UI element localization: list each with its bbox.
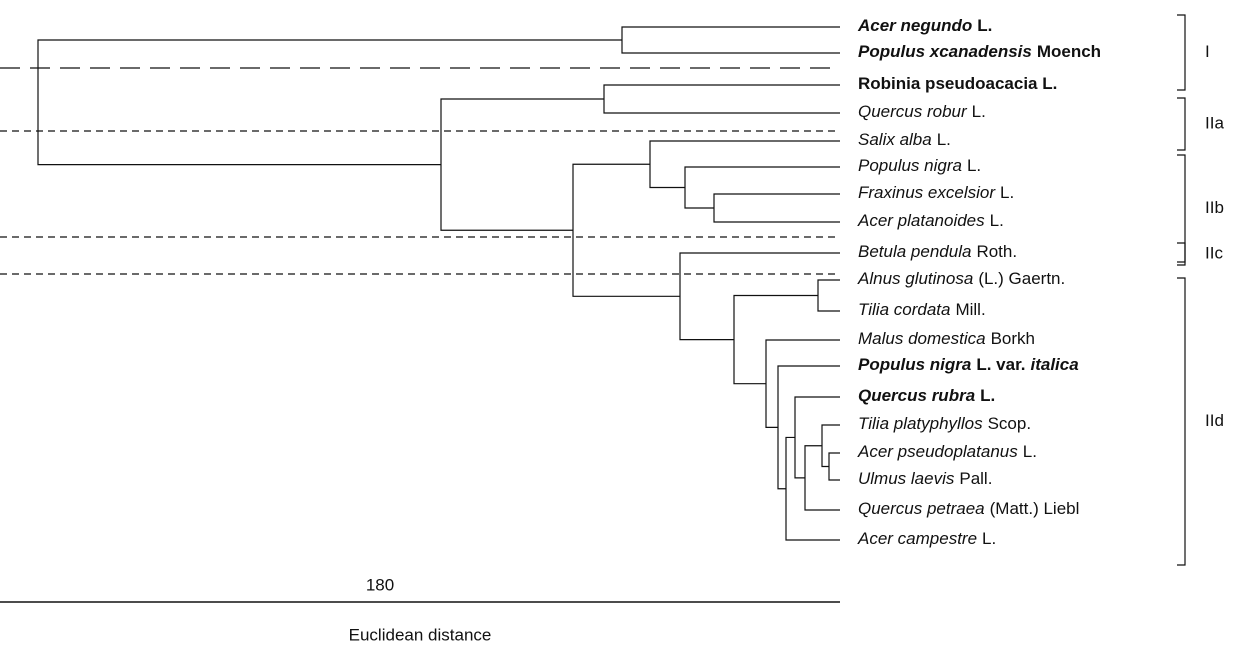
label-part: Robinia pseudoacacia L. — [858, 74, 1057, 93]
group-label: IIa — [1205, 113, 1224, 132]
branch — [765, 339, 840, 428]
branch — [828, 452, 840, 481]
label-part: Acer pseudoplatanus — [857, 442, 1018, 461]
label-part: L. — [990, 211, 1004, 230]
leaf-label: Robinia pseudoacacia L. — [858, 74, 1057, 93]
scale-axis-label: Euclidean distance — [349, 625, 492, 644]
label-part: L. — [1000, 183, 1014, 202]
label-part: Populus xcanadensis — [858, 42, 1032, 61]
leaf-label: Malus domestica Borkh — [858, 329, 1035, 348]
label-part: Acer campestre — [857, 529, 977, 548]
label-part: Mill. — [955, 300, 985, 319]
leaf-label: Acer platanoides L. — [857, 211, 1004, 230]
label-part: Scop. — [988, 414, 1031, 433]
label-part: Acer platanoides — [857, 211, 985, 230]
label-part: L. — [977, 16, 992, 35]
branch — [821, 424, 840, 468]
label-part: Populus nigra — [858, 156, 962, 175]
label-part: (Matt.) Liebl — [990, 499, 1080, 518]
label-part: L. — [937, 130, 951, 149]
group-label: IId — [1205, 411, 1224, 430]
branch — [572, 163, 680, 297]
label-part: L. — [1023, 442, 1037, 461]
branch — [777, 365, 840, 490]
label-part: L. — [967, 156, 981, 175]
leaf-label: Populus nigra L. — [858, 156, 981, 175]
label-part: L. — [982, 529, 996, 548]
leaf-label: Tilia cordata Mill. — [858, 300, 986, 319]
label-part: Moench — [1037, 42, 1101, 61]
branch — [817, 279, 840, 312]
branch — [713, 193, 840, 223]
label-part: Fraxinus excelsior — [858, 183, 996, 202]
tree — [37, 26, 840, 541]
leaf-label: Quercus petraea (Matt.) Liebl — [858, 499, 1079, 518]
bracket — [1177, 154, 1186, 263]
leaf-label: Acer campestre L. — [857, 529, 996, 548]
label-part: Ulmus laevis — [858, 469, 955, 488]
label-part: Roth. — [976, 242, 1017, 261]
label-part: Alnus glutinosa — [857, 269, 973, 288]
label-part: Quercus rubra — [858, 386, 975, 405]
scale-value: 180 — [366, 575, 394, 594]
bracket — [1177, 14, 1186, 91]
leaf-label: Acer pseudoplatanus L. — [857, 442, 1037, 461]
leaf-label: Salix alba L. — [858, 130, 951, 149]
label-part: Populus nigra — [858, 355, 971, 374]
label-part: Quercus petraea — [858, 499, 985, 518]
leaf-label: Quercus rubra L. — [858, 386, 995, 405]
label-part: italica — [1030, 355, 1078, 374]
leaf-label: Tilia platyphyllos Scop. — [858, 414, 1031, 433]
branch — [794, 396, 840, 479]
label-part: Malus domestica — [858, 329, 986, 348]
branch — [679, 252, 840, 341]
leaf-labels: Acer negundo L. Populus xcanadensis Moench R… — [857, 16, 1101, 548]
leaf-label: Populus nigra L. var. italica — [858, 355, 1079, 374]
label-part: Quercus robur — [858, 102, 968, 121]
label-part: Tilia cordata — [858, 300, 950, 319]
separators — [0, 67, 840, 275]
branch — [621, 26, 840, 54]
branch — [684, 166, 840, 209]
group-label: I — [1205, 42, 1210, 61]
leaf-label: Quercus robur L. — [858, 102, 986, 121]
branch — [603, 84, 840, 114]
label-part: Borkh — [991, 329, 1035, 348]
label-part: Salix alba — [858, 130, 932, 149]
leaf-label: Betula pendula Roth. — [858, 242, 1017, 261]
bracket — [1177, 277, 1186, 566]
label-part: (L.) Gaertn. — [978, 269, 1065, 288]
label-part: L. — [980, 386, 995, 405]
group-label: IIb — [1205, 198, 1224, 217]
label-part: Betula pendula — [858, 242, 971, 261]
label-part: Tilia platyphyllos — [858, 414, 983, 433]
group-brackets: I IIa IIb IIc IId — [1177, 14, 1224, 566]
bracket — [1177, 97, 1186, 151]
group-label: IIc — [1205, 243, 1223, 262]
label-part: Acer negundo — [857, 16, 972, 35]
branch — [649, 140, 840, 189]
leaf-label: Alnus glutinosa (L.) Gaertn. — [857, 269, 1065, 288]
bracket — [1177, 242, 1186, 266]
leaf-label: Acer negundo L. — [857, 16, 992, 35]
branch — [37, 39, 622, 166]
leaf-label: Ulmus laevis Pall. — [858, 469, 992, 488]
label-part: Pall. — [959, 469, 992, 488]
leaf-label: Populus xcanadensis Moench — [858, 42, 1101, 61]
label-part: L. — [972, 102, 986, 121]
label-part: L. var. — [976, 355, 1025, 374]
leaf-label: Fraxinus excelsior L. — [858, 183, 1014, 202]
